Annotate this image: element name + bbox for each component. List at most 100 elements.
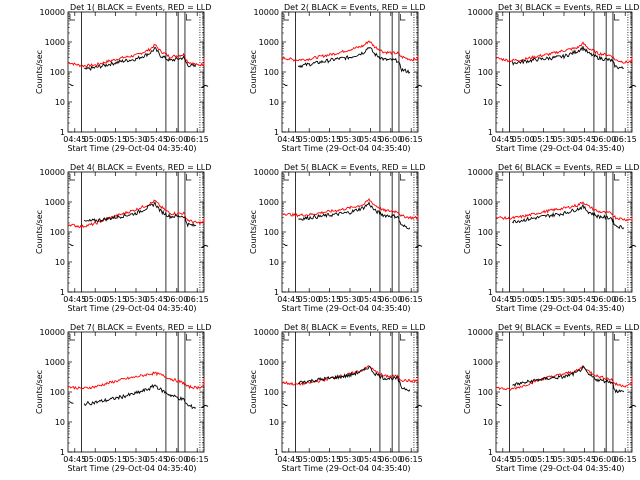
panel-1: Det 1( BLACK = Events, RED = LLD 1 10 100 10… (35, 3, 211, 153)
lld-series-line (68, 43, 205, 68)
events-fragment-line (629, 244, 637, 249)
y-tick-label: 10 (269, 418, 279, 427)
x-tick-label: 05:15 (532, 455, 555, 464)
x-tick-label: 05:00 (298, 135, 321, 144)
y-axis-label: Counts/sec (249, 370, 258, 414)
plot-frame (281, 331, 419, 453)
y-tick-label: 1000 (473, 358, 493, 367)
x-tick-label: 06:15 (400, 135, 423, 144)
x-tick-label: 04:45 (63, 455, 86, 464)
panel-title: Det 1( BLACK = Events, RED = LLD (70, 3, 211, 12)
panel-5: Det 5( BLACK = Events, RED = LLD 1 10 100 10… (249, 163, 425, 313)
y-tick-label: 1 (488, 288, 493, 297)
events-fragment-line (629, 84, 637, 89)
x-tick-label: 05:15 (318, 295, 341, 304)
saa-marker (497, 334, 503, 341)
x-tick-label: 05:30 (124, 295, 147, 304)
events-fragment-line (69, 401, 74, 404)
panel-title: Det 8( BLACK = Events, RED = LLD (284, 323, 425, 332)
x-tick-label: 05:45 (359, 135, 382, 144)
x-axis-label: Start Time (29-Oct-04 04:35:40) (67, 144, 196, 153)
saa-marker (185, 14, 192, 21)
events-fragment-line (283, 83, 288, 87)
panel-title: Det 7( BLACK = Events, RED = LLD (70, 323, 211, 332)
y-tick-label: 10000 (468, 328, 493, 337)
x-tick-label: 05:45 (145, 135, 168, 144)
events-series-line (84, 46, 197, 72)
events-fragment-line (497, 243, 502, 247)
y-tick-label: 1000 (473, 38, 493, 47)
x-tick-label: 06:00 (593, 295, 616, 304)
y-tick-label: 100 (50, 388, 65, 397)
events-series-line (83, 200, 197, 228)
x-tick-label: 04:45 (491, 295, 514, 304)
saa-marker (283, 334, 289, 341)
x-tick-label: 06:00 (379, 455, 402, 464)
saa-marker (185, 174, 192, 181)
y-tick-label: 1000 (259, 38, 279, 47)
events-series-line (298, 201, 411, 230)
y-tick-label: 10000 (40, 8, 65, 17)
events-fragment-line (201, 404, 209, 409)
events-fragment-line (415, 244, 423, 249)
y-tick-label: 100 (50, 228, 65, 237)
x-tick-label: 04:45 (277, 295, 300, 304)
lld-series-line (495, 366, 633, 391)
panel-9: Det 9( BLACK = Events, RED = LLD 1 10 100 10… (463, 323, 639, 473)
saa-marker (69, 14, 75, 21)
y-tick-label: 100 (264, 228, 279, 237)
saa-marker (613, 174, 620, 181)
saa-marker (69, 334, 75, 341)
x-tick-label: 06:15 (614, 135, 637, 144)
plot-frame (67, 11, 205, 133)
saa-marker (399, 14, 406, 21)
y-tick-label: 1 (274, 288, 279, 297)
panel-3: Det 3( BLACK = Events, RED = LLD 1 10 100 10… (463, 3, 639, 153)
panel-title: Det 4( BLACK = Events, RED = LLD (70, 163, 211, 172)
saa-marker (399, 334, 406, 341)
x-tick-label: 05:45 (573, 455, 596, 464)
y-tick-label: 10000 (254, 328, 279, 337)
y-tick-label: 10000 (40, 168, 65, 177)
events-fragment-line (283, 403, 288, 407)
x-tick-label: 06:15 (400, 295, 423, 304)
events-fragment-line (283, 243, 288, 247)
y-tick-label: 1 (60, 128, 65, 137)
panel-title: Det 5( BLACK = Events, RED = LLD (284, 163, 425, 172)
events-fragment-line (201, 84, 209, 89)
y-tick-label: 100 (264, 68, 279, 77)
x-tick-label: 05:30 (552, 295, 575, 304)
x-tick-label: 05:00 (84, 455, 107, 464)
panel-title: Det 2( BLACK = Events, RED = LLD (284, 3, 425, 12)
x-tick-label: 05:00 (512, 135, 535, 144)
y-axis-label: Counts/sec (249, 50, 258, 94)
saa-marker (497, 14, 503, 21)
panel-title: Det 6( BLACK = Events, RED = LLD (498, 163, 639, 172)
y-tick-label: 100 (478, 388, 493, 397)
events-fragment-line (69, 243, 74, 247)
lld-series-line (281, 197, 419, 220)
x-axis-label: Start Time (29-Oct-04 04:35:40) (495, 144, 624, 153)
events-series-line (83, 383, 197, 410)
x-tick-label: 05:30 (124, 455, 147, 464)
x-tick-label: 04:45 (277, 455, 300, 464)
lld-series-line (67, 199, 205, 229)
events-fragment-line (629, 404, 637, 409)
x-tick-label: 04:45 (277, 135, 300, 144)
x-axis-label: Start Time (29-Oct-04 04:35:40) (67, 464, 196, 473)
saa-marker (613, 14, 620, 21)
lld-series-line (281, 40, 419, 62)
y-tick-label: 10 (483, 258, 493, 267)
panel-4: Det 4( BLACK = Events, RED = LLD 1 10 100 10… (35, 163, 211, 313)
events-fragment-line (415, 84, 423, 89)
x-tick-label: 04:45 (491, 135, 514, 144)
x-axis-label: Start Time (29-Oct-04 04:35:40) (495, 304, 624, 313)
x-tick-label: 06:00 (165, 455, 188, 464)
x-tick-label: 05:45 (145, 295, 168, 304)
y-tick-label: 10 (483, 98, 493, 107)
y-axis-label: Counts/sec (35, 50, 44, 94)
x-tick-label: 05:30 (338, 135, 361, 144)
y-tick-label: 10 (55, 258, 65, 267)
x-tick-label: 05:15 (318, 455, 341, 464)
